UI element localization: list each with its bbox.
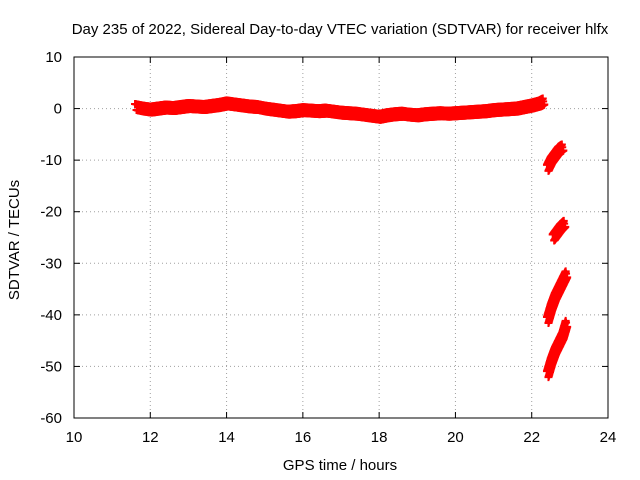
- data-points: [131, 94, 572, 382]
- data-point: [558, 143, 567, 152]
- axis-ticks: 10 12 14 16 18 20 22 24 10 0 -10 -20 -30 -40 -50 -60: [40, 49, 616, 446]
- data-point: [563, 322, 572, 331]
- y-tick-label: -30: [40, 255, 62, 272]
- chart-title: Day 235 of 2022, Sidereal Day-to-day VTE…: [72, 21, 609, 38]
- y-axis-label: SDTVAR / TECUs: [6, 180, 23, 300]
- x-tick-label: 16: [295, 429, 312, 446]
- x-tick-label: 12: [142, 429, 159, 446]
- x-tick-label: 20: [447, 429, 464, 446]
- data-point: [560, 219, 569, 228]
- x-tick-label: 22: [523, 429, 540, 446]
- plot-frame: [73, 56, 609, 419]
- x-axis-label: GPS time / hours: [283, 457, 397, 474]
- y-tick-label: -20: [40, 204, 62, 221]
- x-tick-label: 14: [218, 429, 235, 446]
- data-point: [562, 269, 571, 278]
- data-point: [562, 318, 571, 327]
- data-point: [563, 273, 572, 282]
- y-tick-label: -50: [40, 358, 62, 375]
- x-tick-label: 18: [371, 429, 388, 446]
- data-point: [539, 97, 548, 106]
- y-tick-label: 0: [54, 101, 62, 118]
- x-tick-label: 10: [66, 429, 83, 446]
- y-tick-label: 10: [45, 49, 62, 66]
- x-tick-label: 24: [600, 429, 617, 446]
- y-tick-label: -60: [40, 410, 62, 427]
- y-tick-label: -10: [40, 152, 62, 169]
- y-tick-label: -40: [40, 307, 62, 324]
